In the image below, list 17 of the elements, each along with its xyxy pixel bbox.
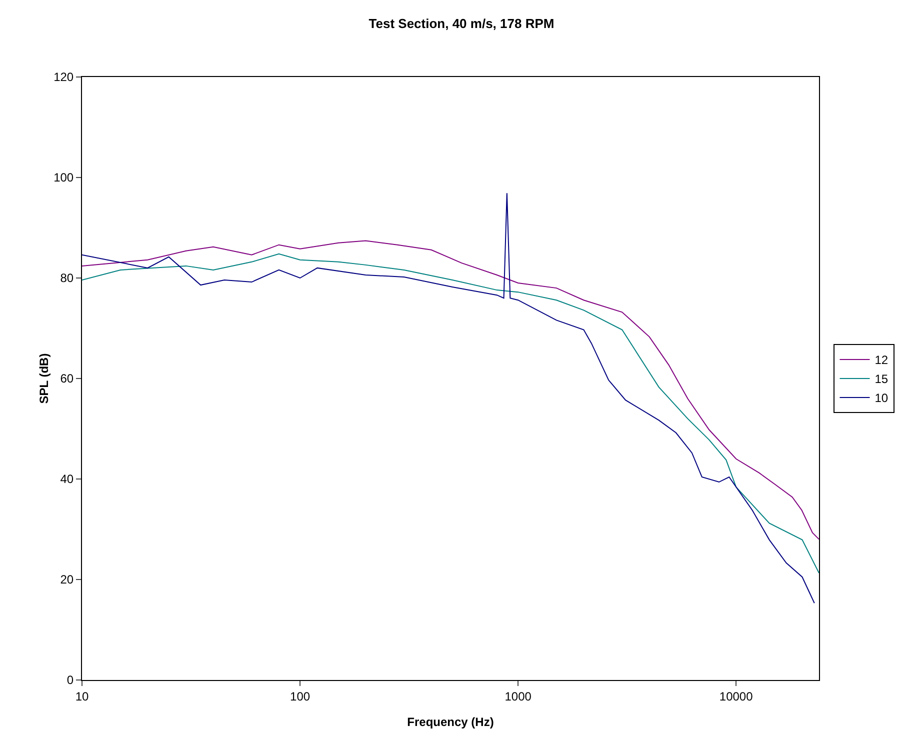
y-tick-label: 80 xyxy=(60,271,74,286)
legend-label: 10 xyxy=(874,391,888,406)
chart-title: Test Section, 40 m/s, 178 RPM xyxy=(368,16,554,31)
y-tick-label: 100 xyxy=(54,170,74,185)
y-tick-label: 0 xyxy=(66,673,74,688)
legend-label: 15 xyxy=(874,372,888,386)
legend-label: 12 xyxy=(874,353,888,368)
y-tick-label: 20 xyxy=(60,572,74,587)
x-tick-label: 10000 xyxy=(719,689,754,704)
x-tick-label: 1000 xyxy=(504,689,532,704)
y-tick-label: 60 xyxy=(60,372,74,386)
y-tick-label: 40 xyxy=(60,472,74,486)
x-tick-label: 100 xyxy=(290,689,310,704)
x-tick-label: 10 xyxy=(75,689,89,704)
x-axis-title: Frequency (Hz) xyxy=(407,715,494,729)
y-tick-label: 120 xyxy=(54,70,74,84)
y-axis-title: SPL (dB) xyxy=(37,353,51,404)
